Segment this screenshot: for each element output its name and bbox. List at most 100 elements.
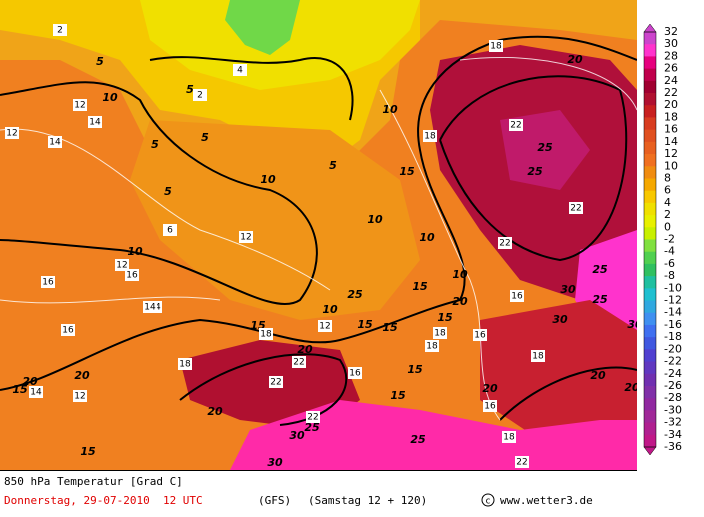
contour-label: 15 bbox=[382, 321, 398, 334]
label-box bbox=[269, 376, 283, 388]
contour-label: 20 bbox=[482, 382, 498, 395]
contour-label: 20 bbox=[590, 369, 606, 382]
isotherm-label: 18 bbox=[179, 360, 191, 370]
contour-label: 5 bbox=[186, 83, 194, 96]
label-box bbox=[306, 411, 320, 423]
contour-label: 25 bbox=[592, 263, 608, 276]
copyright-icon bbox=[481, 493, 495, 507]
label-box bbox=[509, 119, 523, 131]
scale-label: 20 bbox=[664, 98, 678, 111]
scale-label: 12 bbox=[664, 147, 678, 160]
scale-label: 10 bbox=[664, 159, 678, 172]
date: Donnerstag, 29-07-2010 12 UTC bbox=[4, 494, 203, 507]
label-box bbox=[502, 431, 516, 443]
contour-label: 25 bbox=[527, 165, 543, 178]
scale-label: 16 bbox=[664, 123, 678, 136]
color-swatch bbox=[644, 166, 656, 179]
scale-label: 26 bbox=[664, 62, 678, 75]
scale-label: -8 bbox=[664, 269, 675, 282]
copyright-c: c bbox=[485, 497, 490, 507]
scale-label: -34 bbox=[664, 428, 682, 441]
color-swatch bbox=[644, 300, 656, 314]
contour-label: 25 bbox=[304, 421, 320, 434]
scale-label: 0 bbox=[664, 220, 671, 233]
model: (GFS) bbox=[258, 494, 291, 507]
contour-label: 15 bbox=[437, 311, 453, 324]
isotherm-label: 14 bbox=[89, 118, 101, 128]
isotherm-label: 12 bbox=[74, 392, 85, 402]
contour-label: 5 bbox=[329, 159, 337, 172]
color-swatch bbox=[644, 288, 656, 302]
isotherm-label: 18 bbox=[532, 352, 544, 362]
color-swatch bbox=[644, 141, 656, 155]
color-swatch bbox=[644, 215, 656, 228]
color-swatch bbox=[644, 239, 656, 253]
label-box bbox=[318, 320, 332, 332]
contour-label: 25 bbox=[537, 141, 553, 154]
label-box bbox=[143, 301, 157, 313]
isotherm-label: 4 bbox=[237, 66, 243, 76]
color-swatch bbox=[644, 68, 656, 82]
isotherm-label: 2 bbox=[197, 91, 203, 101]
label-box bbox=[239, 231, 253, 243]
label-box bbox=[178, 358, 192, 370]
label-box bbox=[5, 127, 19, 139]
scale-label: -22 bbox=[664, 355, 682, 368]
map: 5510510551010510151010101515202525202015… bbox=[0, 0, 637, 470]
scale-label: 4 bbox=[664, 196, 671, 209]
region-south-extreme bbox=[230, 400, 637, 470]
isotherm-label: 22 bbox=[293, 358, 304, 368]
contour-label: 15 bbox=[12, 383, 28, 396]
label-box bbox=[483, 400, 497, 412]
region-cold bbox=[225, 0, 300, 55]
color-swatch bbox=[644, 349, 656, 363]
color-swatch bbox=[644, 154, 656, 167]
isotherm-label: 12 bbox=[240, 233, 251, 243]
color-swatch bbox=[644, 190, 656, 204]
scale-label: -18 bbox=[664, 330, 682, 343]
label-box bbox=[433, 327, 447, 339]
scale-frame bbox=[643, 31, 657, 448]
contour-label: 30 bbox=[267, 456, 283, 469]
color-swatch bbox=[644, 410, 656, 424]
contour-label: 20 bbox=[297, 343, 313, 356]
isotherm-label: 18 bbox=[490, 42, 502, 52]
scale-label: -2 bbox=[664, 233, 675, 246]
contour-label: 25 bbox=[347, 288, 363, 301]
contour-label: 30 bbox=[289, 429, 305, 442]
isotherm-label: 16 bbox=[484, 402, 496, 412]
scale-label: 18 bbox=[664, 110, 678, 123]
region-land bbox=[130, 120, 420, 320]
scale-label: -28 bbox=[664, 391, 682, 404]
color-swatch bbox=[644, 276, 656, 289]
color-swatch bbox=[644, 227, 656, 240]
contour-label: 20 bbox=[74, 369, 90, 382]
run: (Samstag 12 + 120) bbox=[308, 494, 427, 507]
contour-label: 10 bbox=[367, 213, 383, 226]
isotherm-label: 18 bbox=[503, 433, 515, 443]
isotherm-label: 16 bbox=[126, 271, 138, 281]
contour-label: 20 bbox=[22, 375, 38, 388]
scale-label: -6 bbox=[664, 257, 675, 270]
color-swatch bbox=[644, 80, 656, 94]
color-swatch bbox=[644, 263, 656, 277]
region-east-hot bbox=[480, 300, 637, 440]
contour-label: 5 bbox=[201, 131, 209, 144]
color-swatch bbox=[644, 202, 656, 216]
contour-label: 5 bbox=[164, 185, 172, 198]
label-box bbox=[48, 136, 62, 148]
contour-label: 10 bbox=[102, 91, 118, 104]
isotherm-label: 16 bbox=[42, 278, 54, 288]
scale-label: 30 bbox=[664, 37, 678, 50]
label-box bbox=[292, 356, 306, 368]
label-box bbox=[115, 259, 129, 271]
label-box bbox=[73, 99, 87, 111]
contour-label: 15 bbox=[80, 445, 96, 458]
color-swatch bbox=[644, 117, 656, 131]
label-box bbox=[425, 340, 439, 352]
contour-label: 30 bbox=[560, 283, 576, 296]
contour-label: 10 bbox=[382, 103, 398, 116]
label-box bbox=[423, 130, 437, 142]
label-box bbox=[531, 350, 545, 362]
isotherm-label: 22 bbox=[307, 413, 318, 423]
